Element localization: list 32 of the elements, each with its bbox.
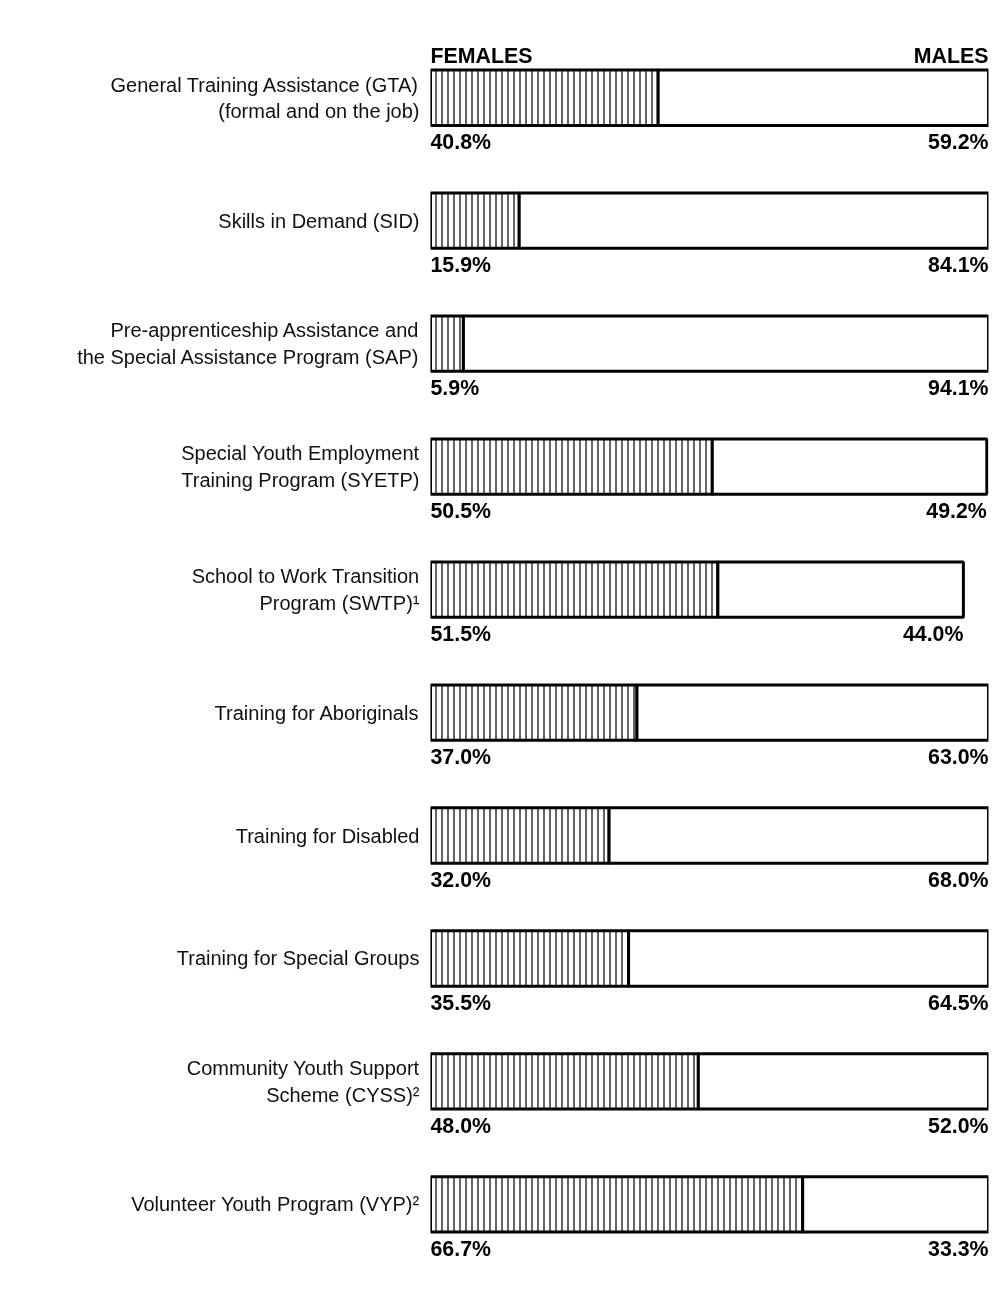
y-tick-label: Training for Special Groups xyxy=(176,947,420,970)
data-label: 35.5% xyxy=(430,991,492,1016)
data-label: 52.0% xyxy=(928,1114,989,1139)
data-label: 51.5% xyxy=(430,622,492,647)
y-tick-label: School to Work Transition Program (SWTP)¹ xyxy=(191,565,420,614)
y-tick-label: Volunteer Youth Program (VYP)² xyxy=(131,1193,420,1216)
data-label: 84.1% xyxy=(928,253,989,278)
data-label: 44.0% xyxy=(902,622,964,647)
data-label: 68.0% xyxy=(928,868,989,893)
data-label: 63.0% xyxy=(928,745,989,770)
data-label: 48.0% xyxy=(430,1114,492,1139)
y-tick-label: Community Youth Support Scheme (CYSS)² xyxy=(186,1057,420,1106)
data-label: 50.5% xyxy=(430,499,492,524)
data-label: 59.2% xyxy=(928,130,989,155)
y-tick-label: Training for Aboriginals xyxy=(214,701,419,724)
data-label: 40.8% xyxy=(430,130,492,155)
y-tick-label: General Training Assistance (GTA) (formal and on the job) xyxy=(110,73,420,122)
data-label: 64.5% xyxy=(928,991,989,1016)
data-label: 37.0% xyxy=(430,745,492,770)
y-tick-label: Pre-apprenticeship Assistance and the Special Assistance Program (SAP) xyxy=(77,319,419,368)
data-label: 49.2% xyxy=(926,499,987,524)
data-label: 33.3% xyxy=(928,1237,989,1262)
series-label: MALES xyxy=(913,43,989,68)
series-label: FEMALES xyxy=(430,43,533,68)
y-tick-label: Special Youth Employment Training Program (SYETP) xyxy=(181,442,420,491)
y-tick-label: Skills in Demand (SID) xyxy=(218,209,420,232)
y-tick-label: Training for Disabled xyxy=(235,824,420,847)
data-label: 15.9% xyxy=(430,253,492,278)
data-label: 32.0% xyxy=(430,868,492,893)
data-label: 94.1% xyxy=(928,376,989,401)
data-label: 5.9% xyxy=(430,376,480,401)
data-label: 66.7% xyxy=(430,1237,492,1262)
